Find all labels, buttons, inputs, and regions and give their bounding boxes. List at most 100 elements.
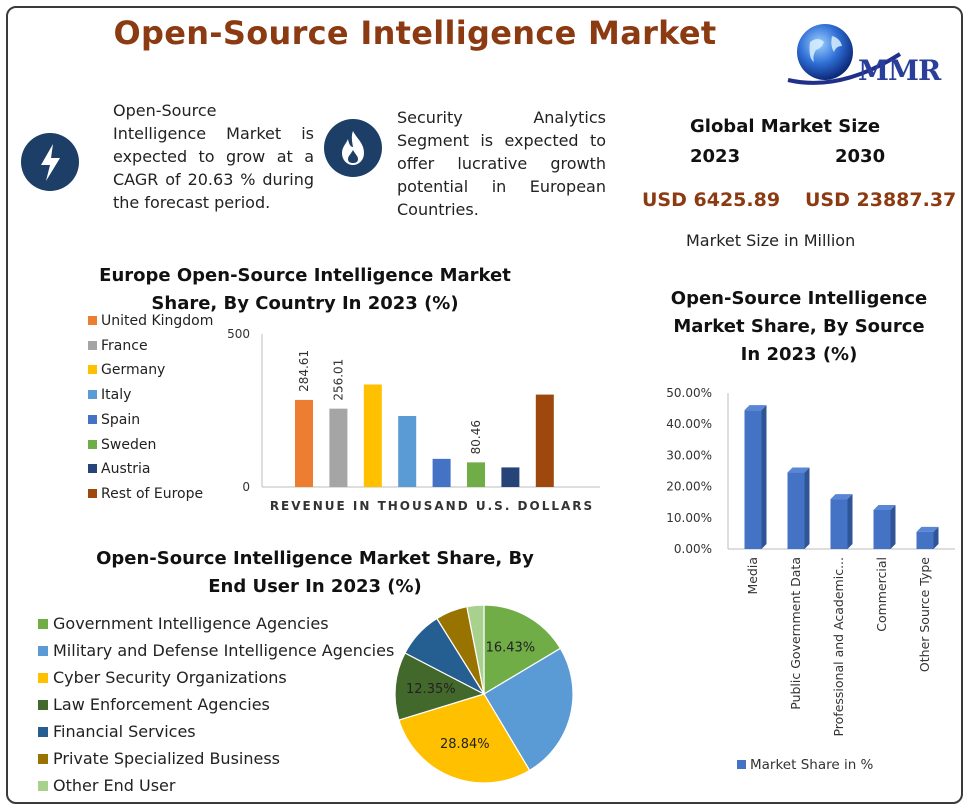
legend-swatch: [38, 646, 48, 656]
legend-label: Other End User: [53, 776, 176, 795]
legend-item-government-intelligence-agencies: Government Intelligence Agencies: [38, 614, 329, 633]
country-chart-title: Europe Open-Source Intelligence Market S…: [99, 265, 511, 314]
legend-swatch: [38, 781, 48, 791]
bar-sweden: [467, 462, 485, 487]
legend-item-private-specialized-business: Private Specialized Business: [38, 749, 280, 768]
legend-label: Rest of Europe: [101, 485, 204, 502]
legend-item-rest-of-europe: Rest of Europe: [88, 486, 203, 502]
logo-text: MMR: [858, 54, 941, 87]
legend-swatch: [88, 464, 97, 474]
bar-germany: [363, 384, 382, 487]
page-title: Open-Source Intelligence Market: [113, 14, 717, 52]
legend-label: Germany: [101, 362, 166, 379]
legend-label: Spain: [101, 411, 141, 428]
bar-other-source-type: [916, 526, 939, 549]
bar-rest-of-europe: [535, 394, 554, 487]
bar-austria: [501, 467, 520, 487]
legend-label: Austria: [101, 461, 151, 478]
legend-swatch: [88, 316, 97, 325]
data-label-france: 256.01: [331, 359, 345, 401]
slice-other-end-user: [466, 604, 485, 695]
slice-military-and-defense-intelligence-agencies: [483, 647, 574, 772]
bar-media: [744, 405, 767, 549]
data-label-law-enforcement-agencies: 12.35%: [406, 682, 456, 697]
data-label-cyber-security-organizations: 28.84%: [440, 737, 490, 752]
bar-united-kingdom: [295, 399, 313, 487]
segment-text: Security Analytics Segment is expected t…: [397, 108, 606, 219]
x-tick-label: Other Source Type: [917, 557, 932, 672]
legend-item-cyber-security-organizations: Cyber Security Organizations: [38, 668, 287, 687]
data-label-sweden: 80.46: [469, 420, 483, 454]
market-value-2030: USD 23887.37: [805, 189, 957, 211]
legend-label: Sweden: [101, 436, 157, 453]
legend-swatch: [38, 754, 48, 764]
cagr-text: Open-Source Intelligence Market is expec…: [113, 101, 314, 212]
lightning-icon: [21, 133, 79, 191]
legend-label: Law Enforcement Agencies: [53, 695, 270, 714]
global-market-title: Global Market Size: [690, 116, 881, 137]
x-axis-title: REVENUE IN THOUSAND U.S. DOLLARS: [270, 499, 594, 513]
legend-item-financial-services: Financial Services: [38, 722, 196, 741]
enduser-pie-chart: 16.43% 28.84% 12.35%: [394, 604, 574, 784]
y-tick-label: 0: [242, 480, 250, 494]
legend-item-spain: Spain: [88, 412, 140, 428]
legend-item-military-and-defense-intelligence-agencies: Military and Defense Intelligence Agenci…: [38, 641, 394, 660]
legend-swatch: [38, 619, 48, 629]
y-tick-label: 20.00%: [666, 480, 712, 494]
market-size-unit: Market Size in Million: [686, 231, 856, 250]
data-label-government-intelligence-agencies: 16.43%: [486, 641, 536, 656]
legend-swatch: [737, 760, 746, 769]
legend-swatch: [38, 727, 48, 737]
source-bar-chart: 50.00% 40.00% 30.00% 20.00% 10.00% 0.00% Media…: [666, 386, 955, 773]
y-tick-label: 40.00%: [666, 417, 712, 431]
y-tick-label: 50.00%: [666, 386, 712, 400]
y-tick-label: 10.00%: [666, 511, 712, 525]
source-legend: Market Share in %: [737, 757, 874, 773]
bar-spain: [432, 458, 451, 487]
legend-label: United Kingdom: [101, 313, 214, 329]
enduser-chart-title: Open-Source Intelligence Market Share, B…: [96, 548, 534, 597]
mmr-logo: [787, 24, 902, 85]
legend-item-france: France: [88, 338, 148, 354]
flame-icon: [324, 119, 382, 177]
legend-item-law-enforcement-agencies: Law Enforcement Agencies: [38, 695, 270, 714]
market-value-2023: USD 6425.89: [642, 189, 781, 211]
x-tick-label: Public Government Data: [788, 557, 803, 710]
x-tick-label: Professional and Academic...: [831, 557, 846, 737]
legend-label: France: [101, 337, 148, 354]
legend-swatch: [88, 340, 97, 350]
y-tick-label: 0.00%: [674, 542, 712, 556]
year-2030: 2030: [835, 146, 886, 167]
legend-item-austria: Austria: [88, 461, 150, 477]
bar-france: [329, 408, 348, 487]
legend-swatch: [88, 488, 97, 498]
bar-italy: [398, 416, 417, 487]
bar-commercial: [873, 505, 896, 549]
x-tick-label: Media: [745, 557, 760, 595]
legend-swatch: [88, 439, 97, 449]
slice-law-enforcement-agencies: [394, 652, 486, 721]
legend-label: Italy: [101, 387, 132, 404]
legend-label: Government Intelligence Agencies: [53, 614, 329, 633]
legend-label: Military and Defense Intelligence Agenci…: [53, 641, 395, 660]
legend-label: Cyber Security Organizations: [53, 668, 287, 687]
globe-icon: [797, 24, 853, 80]
legend-swatch: [88, 390, 97, 400]
y-tick-label: 30.00%: [666, 448, 712, 462]
country-bar-chart: 500 0 284.61 256.01 80.46 REVENUE IN THOUSAND…: [227, 327, 600, 513]
legend-item-sweden: Sweden: [88, 437, 156, 453]
data-label-united-kingdom: 284.61: [297, 350, 311, 392]
bar-public-government-data: [787, 467, 810, 549]
legend-item-germany: Germany: [88, 362, 165, 378]
legend-swatch: [38, 700, 48, 710]
legend-label: Private Specialized Business: [53, 749, 280, 768]
bar-professional-and-academic: [830, 494, 853, 549]
y-tick-label: 500: [227, 327, 250, 341]
year-2023: 2023: [690, 146, 741, 167]
x-tick-label: Commercial: [874, 557, 889, 632]
source-chart-title: Open-Source Intelligence Market Share, B…: [670, 288, 928, 365]
legend-label: Financial Services: [53, 722, 196, 741]
legend-swatch: [38, 673, 48, 683]
slice-government-intelligence-agencies: [483, 604, 562, 696]
legend-swatch: [88, 365, 97, 375]
